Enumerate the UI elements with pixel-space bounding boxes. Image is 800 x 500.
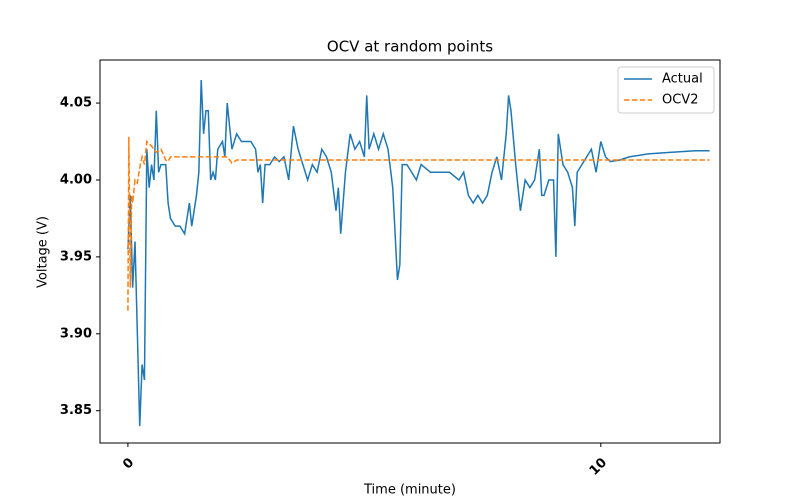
y-tick-label: 4.00 [60, 172, 92, 187]
plot-frame [99, 59, 721, 444]
x-tick-label: 10 [587, 455, 610, 478]
x-axis-label: Time (minute) [363, 483, 456, 498]
chart-title: OCV at random points [327, 38, 493, 56]
data-line [127, 136, 710, 311]
data-line [127, 79, 710, 427]
legend-label: OCV2 [662, 93, 698, 108]
y-tick-label: 4.05 [60, 96, 92, 111]
y-tick-label: 3.90 [60, 326, 92, 341]
y-tick-label: 3.95 [60, 249, 92, 264]
y-axis-label: Voltage (V) [36, 216, 51, 288]
x-tick-label: 0 [120, 455, 137, 472]
y-tick-label: 3.85 [60, 403, 92, 418]
legend-label: Actual [662, 72, 703, 87]
